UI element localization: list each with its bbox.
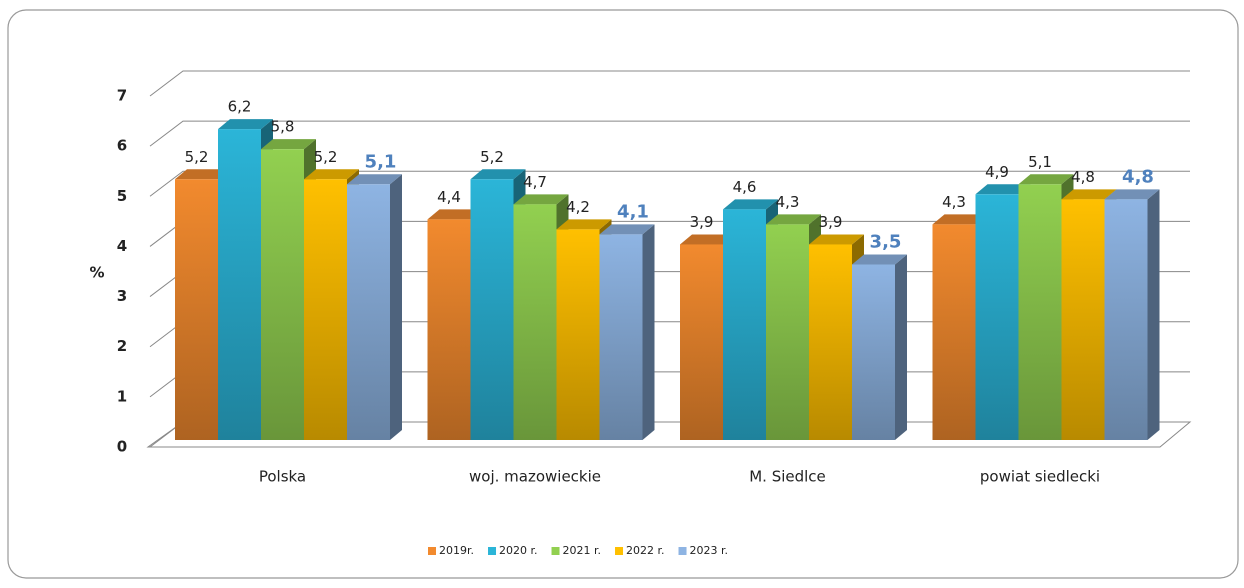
bar-top	[723, 199, 778, 210]
data-label: 3,5	[870, 232, 902, 253]
bar-top	[427, 209, 483, 220]
bar-top	[1061, 189, 1117, 200]
bar-side	[390, 174, 402, 440]
bar	[556, 229, 600, 440]
bar-top	[599, 224, 655, 235]
bar	[175, 179, 218, 440]
grid-line	[149, 120, 1190, 147]
y-tick-label: 0	[117, 438, 127, 456]
bar-top	[347, 174, 402, 185]
data-label: 3,9	[819, 213, 843, 231]
legend-label: 2020 r.	[499, 544, 538, 557]
data-label: 5,8	[271, 118, 295, 136]
legend-swatch	[428, 547, 436, 555]
bar-top	[1104, 189, 1160, 200]
bar	[1104, 199, 1148, 440]
x-tick-label: M. Siedlce	[749, 468, 826, 486]
bar-top	[932, 214, 988, 225]
grid-line	[149, 70, 1190, 97]
bar-top	[766, 214, 821, 225]
bar-top	[513, 194, 569, 205]
x-tick-label: powiat siedlecki	[980, 468, 1100, 486]
bar	[1018, 184, 1062, 440]
y-tick-label: 4	[117, 237, 127, 255]
bar	[347, 184, 390, 440]
bar-top	[304, 169, 359, 180]
bar	[809, 244, 852, 440]
bar	[680, 244, 723, 440]
bar-top	[175, 169, 230, 180]
data-label: 4,7	[523, 173, 547, 191]
bar-side	[642, 224, 655, 440]
x-tick-label: woj. mazowieckie	[469, 468, 601, 486]
bar-top	[261, 139, 316, 150]
data-label: 5,2	[314, 148, 338, 166]
data-label: 4,2	[566, 198, 590, 216]
legend-label: 2022 r.	[626, 544, 665, 557]
y-tick-label: 3	[117, 287, 127, 305]
bar	[975, 194, 1019, 440]
data-label: 4,4	[437, 188, 461, 206]
bar	[599, 234, 643, 440]
bar	[932, 224, 976, 440]
data-label: 3,9	[690, 213, 714, 231]
bar	[766, 224, 809, 440]
bar	[304, 179, 347, 440]
data-label: 6,2	[228, 98, 252, 116]
bar-top	[1018, 174, 1074, 185]
data-label: 4,3	[942, 193, 966, 211]
data-label: 4,8	[1071, 168, 1095, 186]
bar	[427, 219, 471, 440]
bar-top	[809, 234, 864, 245]
bar-top	[975, 184, 1031, 195]
data-label: 4,6	[733, 178, 757, 196]
legend-label: 2019r.	[439, 544, 474, 557]
y-tick-label: 6	[117, 137, 127, 155]
grid-line	[149, 170, 1190, 197]
data-label: 4,8	[1122, 166, 1154, 187]
bar-top	[680, 234, 735, 245]
data-label: 5,2	[480, 148, 504, 166]
y-tick-label: 5	[117, 187, 127, 205]
bar-top	[218, 119, 273, 130]
x-tick-label: Polska	[259, 468, 306, 486]
legend-swatch	[678, 547, 687, 555]
y-axis-label: %	[89, 264, 104, 282]
bar-side	[895, 254, 907, 440]
y-tick-label: 2	[117, 337, 127, 355]
bar-side	[1147, 189, 1160, 440]
bar-top	[556, 219, 612, 230]
bar	[723, 209, 766, 440]
bar	[218, 129, 261, 440]
legend-swatch	[615, 547, 624, 555]
bar	[1061, 199, 1105, 440]
bar-top	[852, 254, 907, 265]
legend-swatch	[551, 547, 560, 555]
legend-label: 2021 r.	[563, 544, 602, 557]
bar	[470, 179, 514, 440]
legend-swatch	[488, 547, 497, 555]
bar	[261, 149, 304, 440]
data-label: 5,1	[365, 151, 397, 172]
bar	[852, 264, 895, 440]
data-label: 4,9	[985, 163, 1009, 181]
y-tick-label: 7	[117, 87, 127, 105]
data-label: 4,3	[776, 193, 800, 211]
data-label: 5,1	[1028, 153, 1052, 171]
data-label: 4,1	[617, 201, 649, 222]
bar-top	[470, 169, 526, 180]
data-label: 5,2	[185, 148, 209, 166]
legend-label: 2023 r.	[690, 544, 729, 557]
bar	[513, 204, 557, 440]
y-tick-label: 1	[117, 387, 127, 405]
